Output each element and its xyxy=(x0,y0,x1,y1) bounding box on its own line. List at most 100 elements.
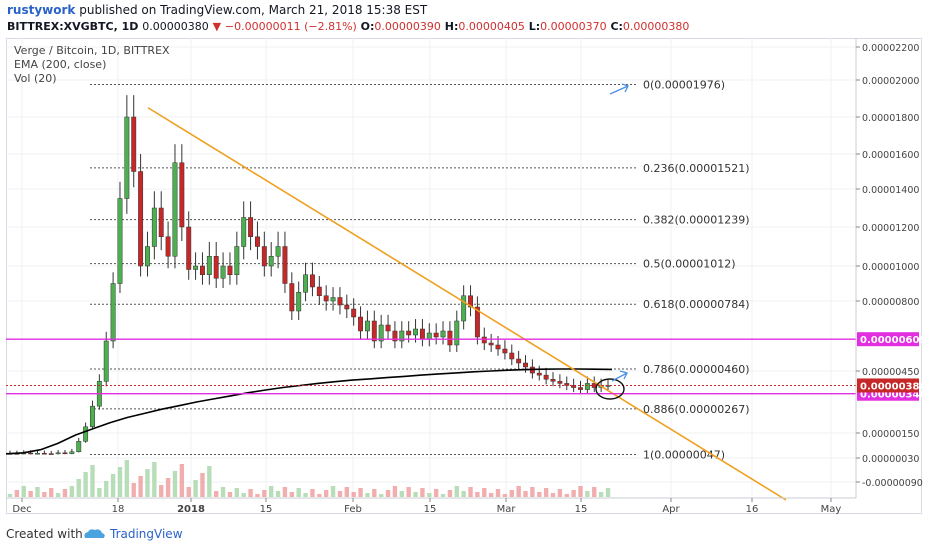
volume-bar xyxy=(392,486,398,497)
volume-bar xyxy=(214,491,219,497)
volume-bar xyxy=(7,494,13,497)
y-tick-label: 0.00002000 xyxy=(862,76,919,87)
candle-body xyxy=(90,405,95,428)
y-tick-label: 0.00001200 xyxy=(862,223,919,234)
volume-bar xyxy=(454,486,459,497)
candle-body xyxy=(584,383,590,390)
volume-bar xyxy=(241,493,246,497)
x-tick-label: Feb xyxy=(344,504,362,515)
volume-bar xyxy=(49,488,54,497)
volume-bar xyxy=(447,490,453,497)
candle-body xyxy=(330,297,336,302)
legend-title: Verge / Bitcoin, 1D, BITTREX xyxy=(14,44,170,57)
tradingview-cloud-icon xyxy=(84,529,105,538)
x-tick-label: 15 xyxy=(575,504,588,515)
volume-bar xyxy=(296,488,301,497)
candle-body xyxy=(571,385,577,388)
candle-body xyxy=(55,452,61,455)
chart-header: rustywork published on TradingView.com, … xyxy=(0,0,932,42)
fib-level-label: 0.886(0.00000267) xyxy=(643,403,750,416)
volume-bar xyxy=(571,490,576,497)
volume-bar xyxy=(165,478,171,497)
volume-bar xyxy=(90,465,95,497)
volume-bar xyxy=(172,471,178,497)
volume-bar xyxy=(578,486,583,497)
candle-body xyxy=(543,374,549,380)
trendline xyxy=(147,107,787,501)
volume-bar xyxy=(413,492,418,497)
price-tag-bg xyxy=(857,332,919,347)
fib-arrow-icon xyxy=(609,83,629,95)
candle-body xyxy=(481,336,487,344)
candle-body xyxy=(509,352,515,360)
candle-body xyxy=(461,295,467,322)
candle-body xyxy=(158,207,164,237)
volume-bar xyxy=(220,487,226,497)
volume-bar xyxy=(509,490,514,497)
volume-bar xyxy=(310,489,315,497)
volume-bar xyxy=(358,488,363,497)
y-tick-label: 0.00000150 xyxy=(862,429,919,440)
author-link[interactable]: rustywork xyxy=(7,3,76,17)
volume-bar xyxy=(76,479,81,497)
footer: Created with TradingView xyxy=(0,518,932,550)
fib-levels: 0(0.00001976) 0.236(0.00001521) 0.382(0.00… xyxy=(90,78,750,461)
volume-bar xyxy=(605,488,611,497)
x-tick-label: 2018 xyxy=(177,504,205,515)
candle-body xyxy=(124,116,130,199)
change-arrow: ▼ xyxy=(212,20,222,33)
volume-bar xyxy=(337,491,343,497)
chart-legend: Verge / Bitcoin, 1D, BITTREX EMA (200, c… xyxy=(14,44,170,86)
candle-body xyxy=(351,308,357,318)
legend-vol: Vol (20) xyxy=(14,72,57,85)
candle-body xyxy=(179,162,185,228)
volume-bar xyxy=(440,494,446,497)
volume-bar xyxy=(110,474,116,497)
current-price-label: 0.00000380 xyxy=(860,381,926,392)
candle-body xyxy=(454,320,460,346)
volume-bar xyxy=(433,489,439,497)
tradingview-link[interactable]: TradingView xyxy=(110,527,183,541)
volume-bars xyxy=(7,460,611,497)
volume-bar xyxy=(14,490,20,497)
volume-bar xyxy=(598,492,604,497)
x-tick-label: Dec xyxy=(12,504,31,515)
candle-body xyxy=(406,330,412,336)
candle-body xyxy=(227,265,233,275)
volume-bar xyxy=(420,488,425,497)
volume-bar xyxy=(399,491,404,497)
grid-lines xyxy=(6,38,856,498)
trend-line xyxy=(147,107,787,501)
candle-body xyxy=(62,452,68,455)
volume-bar xyxy=(262,490,267,497)
candle-body xyxy=(502,348,508,354)
candle-body xyxy=(426,332,432,340)
candle-body xyxy=(110,283,116,342)
candle-body xyxy=(220,265,226,279)
candle-body xyxy=(275,246,281,257)
volume-bar xyxy=(406,487,411,497)
candle-body xyxy=(35,452,40,455)
volume-bar xyxy=(502,494,508,497)
candle-body xyxy=(495,344,501,350)
volume-bar xyxy=(35,487,40,497)
volume-bar xyxy=(62,489,68,497)
price-tag-label: 0.00000609 xyxy=(860,335,926,346)
candle-body xyxy=(117,198,123,284)
volume-bar xyxy=(372,489,377,497)
x-tick-label: Mar xyxy=(497,504,517,515)
volume-bar xyxy=(475,492,480,497)
volume-bar xyxy=(461,491,466,497)
x-tick-label: Apr xyxy=(662,504,680,515)
candle-body xyxy=(282,246,288,284)
candle-body xyxy=(371,320,377,342)
volume-bar xyxy=(592,487,597,497)
volume-bar xyxy=(495,489,501,497)
volume-bar xyxy=(42,492,47,497)
volume-bar xyxy=(124,460,130,497)
volume-bar xyxy=(83,472,88,497)
candle-body xyxy=(186,226,192,270)
candle-body xyxy=(172,162,178,257)
